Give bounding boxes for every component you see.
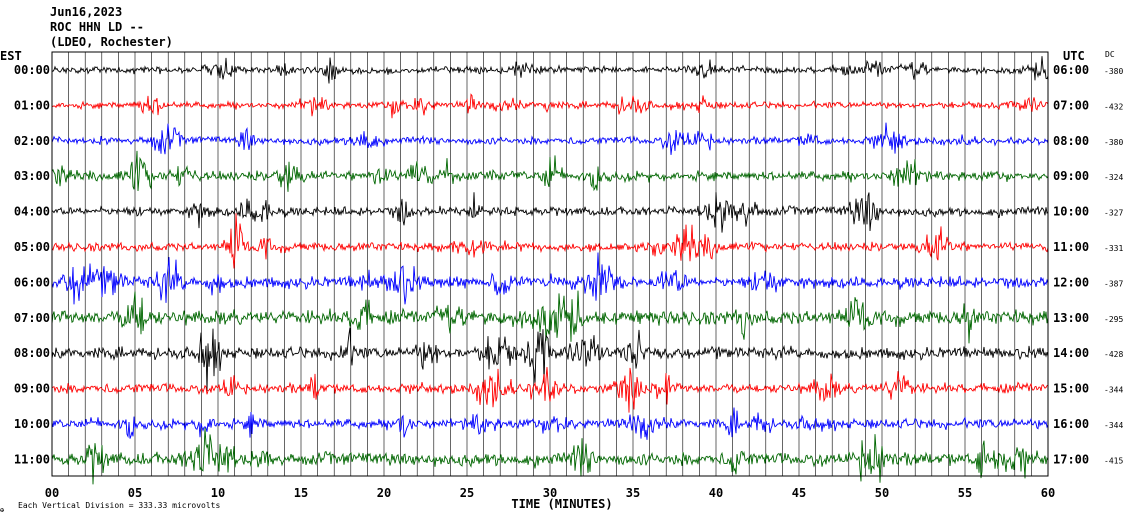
seismic-trace [51, 367, 1049, 413]
footnote-mark-icon: ✠ [0, 506, 4, 514]
est-hour-label: 04:00 [14, 205, 50, 219]
est-hour-label: 05:00 [14, 240, 50, 254]
scale-footnote: Each Vertical Division = 333.33 microvol… [18, 501, 220, 510]
est-hour-label: 06:00 [14, 275, 50, 289]
utc-hour-label: 14:00 [1053, 346, 1089, 360]
utc-hour-labels: 06:00 07:00 08:00 09:00 10:00 11:00 12:00 13:00… [1053, 63, 1089, 466]
dc-offset-label: -344 [1104, 421, 1123, 430]
x-tick-label: 25 [460, 486, 474, 500]
dc-offset-label: -295 [1104, 315, 1123, 324]
est-hour-label: 01:00 [14, 98, 50, 112]
utc-hour-label: 08:00 [1053, 134, 1089, 148]
est-hour-label: 07:00 [14, 311, 50, 325]
dc-offset-label: -415 [1104, 456, 1123, 465]
est-hour-label: 11:00 [14, 452, 50, 466]
est-hour-label: 03:00 [14, 169, 50, 183]
utc-axis-label: UTC [1063, 49, 1085, 63]
header-network: (LDEO, Rochester) [50, 35, 173, 49]
dc-offset-label: -380 [1104, 67, 1123, 76]
x-axis-title: TIME (MINUTES) [511, 497, 612, 511]
est-hour-label: 10:00 [14, 417, 50, 431]
x-tick-label: 40 [709, 486, 723, 500]
x-tick-label: 35 [626, 486, 640, 500]
x-tick-label: 20 [377, 486, 391, 500]
seismic-trace [51, 213, 1049, 269]
est-hour-label: 08:00 [14, 346, 50, 360]
x-tick-label: 45 [792, 486, 806, 500]
seismic-trace [51, 93, 1049, 119]
utc-hour-label: 07:00 [1053, 98, 1089, 112]
utc-hour-label: 11:00 [1053, 240, 1089, 254]
dc-offset-label: -344 [1104, 386, 1123, 395]
minute-grid [68, 52, 1032, 476]
utc-hour-label: 13:00 [1053, 311, 1089, 325]
plot-frame [51, 51, 1049, 477]
dc-offset-label: -331 [1104, 244, 1123, 253]
utc-hour-label: 17:00 [1053, 452, 1089, 466]
x-tick-label: 00 [45, 486, 59, 500]
x-tick-label: 05 [128, 486, 142, 500]
seismic-trace [51, 122, 1049, 155]
est-axis-label: EST [0, 49, 22, 63]
seismic-traces [51, 56, 1049, 485]
est-hour-label: 02:00 [14, 134, 50, 148]
seismic-trace [51, 327, 1049, 392]
seismic-trace [51, 427, 1049, 485]
x-tick-label: 60 [1041, 486, 1055, 500]
x-tick-label: 30 [543, 486, 557, 500]
x-tick-label: 55 [958, 486, 972, 500]
seismic-trace [51, 150, 1049, 192]
utc-hour-label: 16:00 [1053, 417, 1089, 431]
seismic-trace [51, 290, 1049, 344]
dc-offset-label: -380 [1104, 138, 1123, 147]
x-tick-label: 10 [211, 486, 225, 500]
est-hour-label: 09:00 [14, 382, 50, 396]
est-hour-label: 00:00 [14, 63, 50, 77]
dc-offset-label: -387 [1104, 279, 1123, 288]
x-axis-ticks: 00 05 10 15 20 25 30 35 40 45 50 55 60 [45, 486, 1055, 500]
seismic-trace [51, 407, 1049, 440]
utc-hour-label: 15:00 [1053, 382, 1089, 396]
dc-offset-label: -324 [1104, 173, 1123, 182]
dc-offset-label: -432 [1104, 102, 1123, 111]
dc-offset-label: -428 [1104, 350, 1123, 359]
header-date: Jun16,2023 [50, 5, 122, 19]
x-tick-label: 15 [294, 486, 308, 500]
seismic-trace [51, 56, 1049, 84]
utc-hour-label: 12:00 [1053, 275, 1089, 289]
utc-hour-label: 10:00 [1053, 205, 1089, 219]
dc-column-label: DC [1105, 50, 1115, 59]
utc-hour-label: 06:00 [1053, 63, 1089, 77]
x-tick-label: 50 [875, 486, 889, 500]
utc-hour-label: 09:00 [1053, 169, 1089, 183]
seismic-trace [51, 252, 1049, 305]
dc-offset-labels: -380 -432 -380 -324 -327 -331 -387 -295 -428 -344… [1104, 67, 1123, 465]
dc-offset-label: -327 [1104, 209, 1123, 218]
seismic-trace [51, 192, 1049, 233]
header-station: ROC HHN LD -- [50, 20, 144, 34]
est-hour-labels: 00:00 01:00 02:00 03:00 04:00 05:00 06:00 07:00… [14, 63, 50, 466]
